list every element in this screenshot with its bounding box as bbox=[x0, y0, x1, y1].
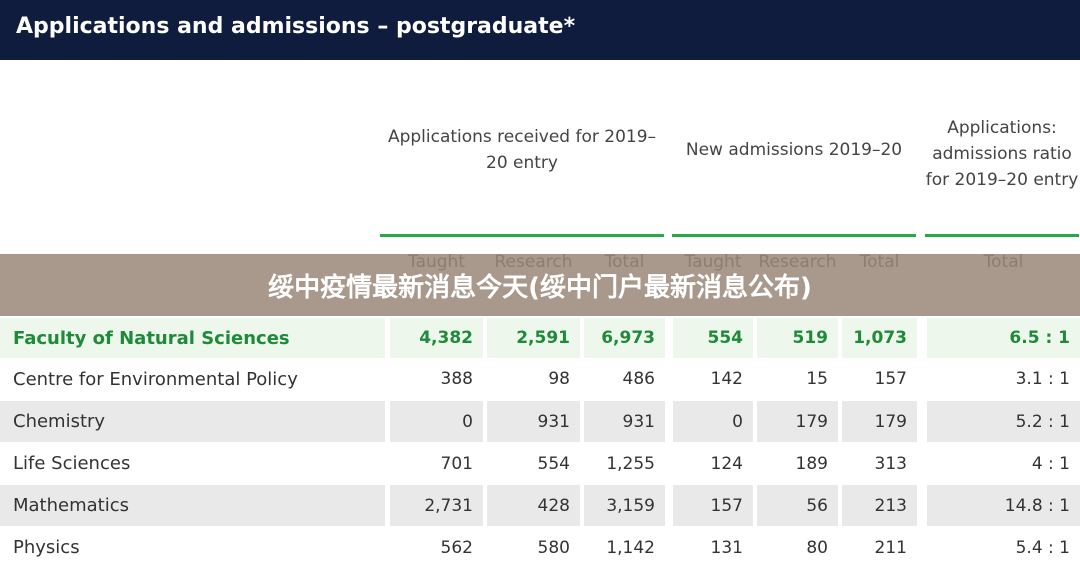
cell: 98 bbox=[487, 358, 580, 400]
cell: 1,142 bbox=[584, 527, 665, 568]
cell: 554 bbox=[673, 318, 753, 358]
cell: 213 bbox=[842, 485, 917, 526]
row-label: Faculty of Natural Sciences bbox=[0, 318, 385, 358]
cell: 554 bbox=[487, 443, 580, 484]
row-label: Physics bbox=[0, 527, 385, 568]
cell: 562 bbox=[390, 527, 483, 568]
cell: 142 bbox=[673, 358, 753, 400]
cell: 1,255 bbox=[584, 443, 665, 484]
group-underline bbox=[925, 234, 1079, 237]
cell: 6,973 bbox=[584, 318, 665, 358]
cell: 931 bbox=[487, 401, 580, 442]
cell: 5.2 : 1 bbox=[927, 401, 1080, 442]
cell: 6.5 : 1 bbox=[927, 318, 1080, 358]
header-title: Applications and admissions – postgradua… bbox=[0, 0, 1080, 60]
group-header: New admissions 2019–20 bbox=[685, 140, 903, 160]
cell: 1,073 bbox=[842, 318, 917, 358]
cell: 15 bbox=[757, 358, 838, 400]
cell: 486 bbox=[584, 358, 665, 400]
group-header: Applications received for 2019–20 entry bbox=[387, 127, 657, 173]
group-underline bbox=[672, 234, 916, 237]
cell: 56 bbox=[757, 485, 838, 526]
cell: 580 bbox=[487, 527, 580, 568]
cell: 189 bbox=[757, 443, 838, 484]
cell: 2,731 bbox=[390, 485, 483, 526]
cell: 0 bbox=[390, 401, 483, 442]
group-underline bbox=[380, 234, 664, 237]
cell: 931 bbox=[584, 401, 665, 442]
cell: 701 bbox=[390, 443, 483, 484]
cell: 428 bbox=[487, 485, 580, 526]
cell: 4 : 1 bbox=[927, 443, 1080, 484]
cell: 3.1 : 1 bbox=[927, 358, 1080, 400]
cell: 211 bbox=[842, 527, 917, 568]
cell: 2,591 bbox=[487, 318, 580, 358]
cell: 157 bbox=[673, 485, 753, 526]
cell: 5.4 : 1 bbox=[927, 527, 1080, 568]
row-label: Mathematics bbox=[0, 485, 385, 526]
group-header: Applications: admissions ratio for 2019–… bbox=[925, 118, 1079, 190]
cell: 14.8 : 1 bbox=[927, 485, 1080, 526]
cell: 388 bbox=[390, 358, 483, 400]
row-label: Centre for Environmental Policy bbox=[0, 358, 385, 400]
cell: 131 bbox=[673, 527, 753, 568]
cell: 179 bbox=[842, 401, 917, 442]
cell: 3,159 bbox=[584, 485, 665, 526]
cell: 0 bbox=[673, 401, 753, 442]
cell: 80 bbox=[757, 527, 838, 568]
row-label: Chemistry bbox=[0, 401, 385, 442]
cell: 157 bbox=[842, 358, 917, 400]
banner: 绥中疫情最新消息今天(绥中门户最新消息公布) bbox=[0, 254, 1080, 316]
cell: 313 bbox=[842, 443, 917, 484]
cell: 519 bbox=[757, 318, 838, 358]
row-label: Life Sciences bbox=[0, 443, 385, 484]
cell: 4,382 bbox=[390, 318, 483, 358]
cell: 179 bbox=[757, 401, 838, 442]
cell: 124 bbox=[673, 443, 753, 484]
